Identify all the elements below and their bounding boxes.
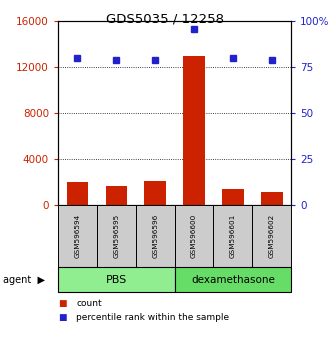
Bar xyxy=(222,189,244,205)
Bar xyxy=(174,267,291,292)
Text: PBS: PBS xyxy=(106,275,127,285)
Bar xyxy=(183,56,205,205)
Bar xyxy=(252,205,291,267)
Text: GSM596595: GSM596595 xyxy=(113,214,119,258)
Bar xyxy=(213,205,252,267)
Text: ■: ■ xyxy=(58,299,67,308)
Text: GSM596601: GSM596601 xyxy=(230,214,236,258)
Text: agent  ▶: agent ▶ xyxy=(3,275,45,285)
Bar xyxy=(58,267,174,292)
Bar xyxy=(97,205,136,267)
Text: percentile rank within the sample: percentile rank within the sample xyxy=(76,313,229,322)
Text: ■: ■ xyxy=(58,313,67,322)
Text: GSM596602: GSM596602 xyxy=(269,214,275,258)
Bar xyxy=(174,205,213,267)
Text: GSM596600: GSM596600 xyxy=(191,214,197,258)
Text: GSM596596: GSM596596 xyxy=(152,214,158,258)
Text: GDS5035 / 12258: GDS5035 / 12258 xyxy=(107,12,224,25)
Bar xyxy=(144,181,166,205)
Text: dexamethasone: dexamethasone xyxy=(191,275,275,285)
Bar xyxy=(106,186,127,205)
Bar xyxy=(261,192,283,205)
Text: GSM596594: GSM596594 xyxy=(74,214,80,258)
Text: count: count xyxy=(76,299,102,308)
Bar xyxy=(136,205,174,267)
Bar xyxy=(58,205,97,267)
Bar xyxy=(67,182,88,205)
